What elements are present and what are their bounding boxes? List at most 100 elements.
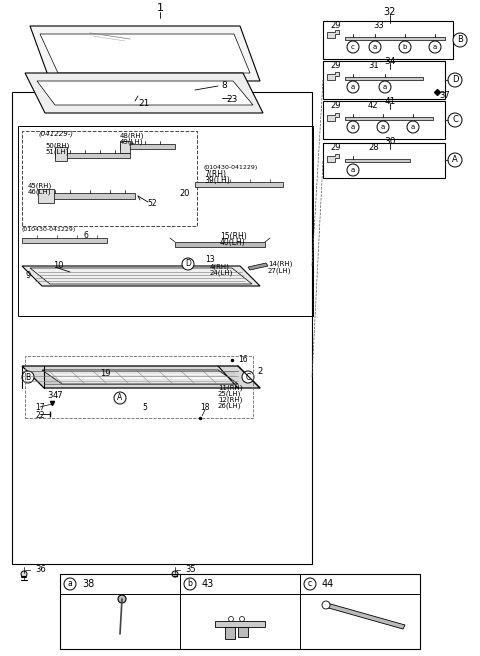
Text: 31: 31: [368, 60, 379, 70]
Polygon shape: [120, 141, 130, 153]
Text: 52: 52: [147, 199, 157, 209]
Text: 40(LH): 40(LH): [220, 239, 246, 247]
Text: 25(LH): 25(LH): [218, 391, 241, 398]
Circle shape: [347, 164, 359, 176]
Text: a: a: [351, 124, 355, 130]
Text: c: c: [308, 579, 312, 588]
Circle shape: [304, 578, 316, 590]
Text: a: a: [373, 44, 377, 50]
Circle shape: [184, 578, 196, 590]
Text: C: C: [245, 373, 251, 382]
Polygon shape: [30, 268, 252, 284]
Text: 28: 28: [368, 142, 379, 152]
Polygon shape: [22, 366, 260, 388]
Polygon shape: [248, 263, 268, 270]
Polygon shape: [30, 26, 260, 81]
Text: 15(RH): 15(RH): [220, 232, 247, 241]
Circle shape: [429, 41, 441, 53]
Text: 41: 41: [384, 96, 396, 106]
Circle shape: [114, 392, 126, 404]
Circle shape: [379, 81, 391, 93]
Text: 43: 43: [202, 579, 214, 589]
Text: 45(RH): 45(RH): [28, 183, 52, 189]
Bar: [25, 356, 253, 418]
Text: 5: 5: [143, 403, 147, 413]
Bar: [12, 92, 312, 564]
Text: 47: 47: [53, 392, 63, 401]
Text: 35: 35: [185, 565, 196, 575]
Circle shape: [407, 121, 419, 133]
Circle shape: [453, 33, 467, 47]
Text: A: A: [452, 155, 458, 165]
Text: 1: 1: [156, 3, 164, 13]
Circle shape: [448, 153, 462, 167]
Text: 21: 21: [138, 98, 149, 108]
Polygon shape: [40, 193, 135, 199]
Text: 30: 30: [384, 136, 396, 146]
Polygon shape: [238, 627, 248, 637]
Circle shape: [228, 617, 233, 621]
Polygon shape: [175, 242, 265, 247]
Circle shape: [240, 617, 244, 621]
Polygon shape: [327, 113, 339, 121]
Text: 16: 16: [238, 356, 248, 365]
Text: 23: 23: [226, 96, 238, 104]
Text: (010430-041229): (010430-041229): [204, 165, 258, 171]
Polygon shape: [38, 189, 54, 203]
Circle shape: [322, 601, 330, 609]
Circle shape: [448, 73, 462, 87]
Text: 29: 29: [330, 60, 340, 70]
Polygon shape: [120, 144, 175, 149]
Text: 6: 6: [84, 232, 88, 241]
Circle shape: [21, 571, 27, 577]
Text: 10: 10: [53, 262, 63, 270]
Text: (010430-041229): (010430-041229): [22, 228, 76, 232]
Circle shape: [347, 41, 359, 53]
Polygon shape: [55, 147, 67, 161]
Text: B: B: [25, 373, 31, 382]
Text: 49(LH): 49(LH): [120, 139, 144, 145]
Text: 33: 33: [373, 20, 384, 30]
Text: 7(RH): 7(RH): [204, 171, 226, 180]
Text: b: b: [403, 44, 407, 50]
Text: C: C: [452, 115, 458, 125]
Bar: [323, 143, 445, 178]
Text: 13: 13: [205, 255, 215, 264]
Text: 37: 37: [440, 91, 450, 100]
Text: 20: 20: [180, 190, 190, 199]
Text: 48(RH): 48(RH): [120, 133, 144, 139]
Text: 24(LH): 24(LH): [210, 270, 233, 276]
Text: 4(RH): 4(RH): [210, 264, 230, 270]
Text: B: B: [457, 35, 463, 45]
Text: D: D: [452, 75, 458, 85]
Circle shape: [399, 41, 411, 53]
Polygon shape: [345, 77, 423, 80]
Text: a: a: [411, 124, 415, 130]
Bar: [323, 61, 445, 99]
Text: 9: 9: [25, 272, 31, 281]
Polygon shape: [345, 117, 433, 120]
Text: 34: 34: [384, 56, 396, 66]
Circle shape: [377, 121, 389, 133]
Polygon shape: [22, 238, 107, 243]
Text: 36: 36: [35, 565, 46, 575]
Circle shape: [448, 113, 462, 127]
Text: b: b: [188, 579, 192, 588]
Text: a: a: [383, 84, 387, 90]
Text: a: a: [351, 167, 355, 173]
Polygon shape: [25, 73, 263, 113]
Text: 51(LH): 51(LH): [45, 149, 69, 155]
Text: a: a: [351, 84, 355, 90]
Polygon shape: [55, 153, 130, 158]
Circle shape: [369, 41, 381, 53]
Text: 12(RH): 12(RH): [218, 397, 242, 403]
Bar: [18, 126, 313, 316]
Polygon shape: [327, 30, 339, 38]
Text: 29: 29: [330, 142, 340, 152]
Text: 38: 38: [82, 579, 94, 589]
Text: 3: 3: [48, 392, 53, 401]
Circle shape: [347, 81, 359, 93]
Circle shape: [22, 371, 34, 383]
Polygon shape: [195, 182, 283, 187]
Text: 32: 32: [384, 7, 396, 17]
